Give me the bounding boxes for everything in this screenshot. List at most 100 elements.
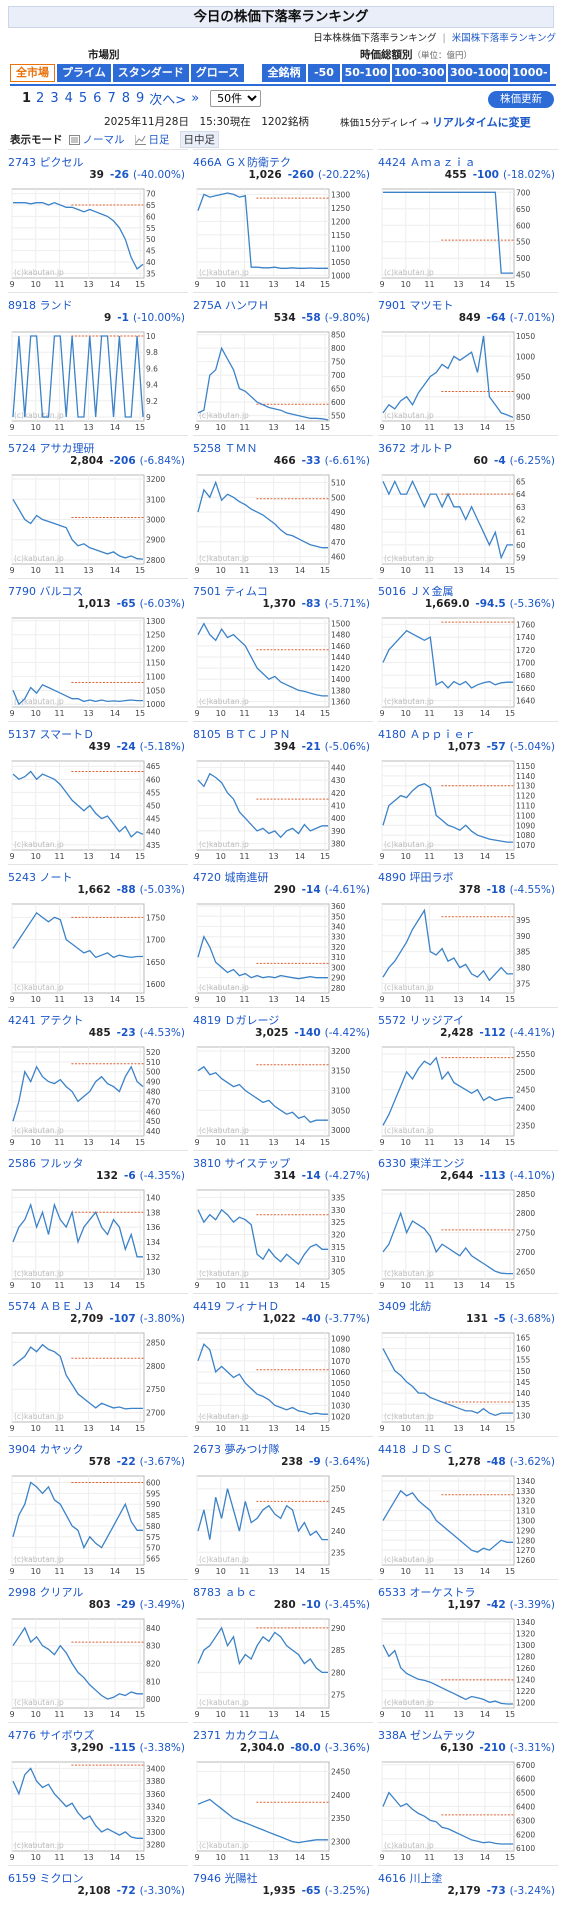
stock-code-link[interactable]: 3904 [8, 1443, 36, 1455]
stock-code-link[interactable]: 3409 [378, 1300, 406, 1312]
stock-code-link[interactable]: 5243 [8, 871, 36, 883]
stock-code-link[interactable]: 4180 [378, 728, 406, 740]
stock-name-link[interactable]: Ｄガレージ [221, 1014, 280, 1026]
stock-code-link[interactable]: 4418 [378, 1443, 406, 1455]
stock-code-link[interactable]: 4424 [378, 156, 406, 168]
market-filter-button[interactable]: スタンダード [112, 64, 189, 82]
stock-name-link[interactable]: 北紡 [406, 1300, 432, 1312]
stock-code-link[interactable]: 7901 [378, 299, 406, 311]
mode-normal-button[interactable]: ノーマル [68, 132, 125, 147]
stock-name-link[interactable]: リッジアイ [406, 1014, 464, 1026]
stock-code-link[interactable]: 5258 [193, 442, 221, 454]
stock-code-link[interactable]: 6533 [378, 1586, 406, 1598]
stock-name-link[interactable]: ランド [36, 299, 73, 311]
stock-name-link[interactable]: ティムコ [221, 585, 268, 597]
cap-filter-button[interactable]: 100-300 [392, 64, 446, 82]
stock-name-link[interactable]: 東洋エンジ [406, 1157, 465, 1169]
stock-name-link[interactable]: 夢みつけ隊 [221, 1443, 280, 1455]
stock-code-link[interactable]: 466A [193, 156, 222, 168]
page-link[interactable]: 5 [78, 91, 88, 106]
cap-filter-button[interactable]: 300-1000 [448, 64, 508, 82]
stock-code-link[interactable]: 7501 [193, 585, 221, 597]
per-page-select[interactable]: 50件 [210, 90, 262, 107]
page-link[interactable]: 8 [121, 91, 131, 106]
stock-name-link[interactable]: ＪＸ金属 [406, 585, 454, 597]
stock-name-link[interactable]: スマートＤ [36, 728, 95, 740]
intraday-chart[interactable]: 9 10 11 13 14 1510701080109011001110112011301… [378, 757, 548, 861]
stock-code-link[interactable]: 2371 [193, 1729, 221, 1741]
stock-code-link[interactable]: 338A [378, 1729, 407, 1741]
page-link[interactable]: 4 [64, 91, 73, 106]
stock-name-link[interactable]: カヤック [36, 1443, 84, 1455]
stock-name-link[interactable]: オーケストラ [406, 1586, 476, 1598]
stock-code-link[interactable]: 8783 [193, 1586, 221, 1598]
stock-code-link[interactable]: 275A [193, 299, 222, 311]
cap-filter-button[interactable]: 1000- [510, 64, 550, 82]
stock-name-link[interactable]: 城南進研 [221, 871, 269, 883]
stock-name-link[interactable]: アテクト [36, 1014, 84, 1026]
cap-filter-button[interactable]: 全銘柄 [262, 64, 306, 82]
stock-code-link[interactable]: 4241 [8, 1014, 36, 1026]
stock-name-link[interactable]: 坪田ラボ [406, 871, 454, 883]
stock-name-link[interactable]: 川上塗 [406, 1872, 443, 1884]
stock-name-link[interactable]: フィナＨＤ [221, 1300, 280, 1312]
stock-name-link[interactable]: ａｂｃ [221, 1586, 258, 1598]
stock-name-link[interactable]: フルッタ [36, 1157, 84, 1169]
page-link[interactable]: 9 [136, 91, 145, 106]
stock-code-link[interactable]: 8918 [8, 299, 36, 311]
stock-name-link[interactable]: ＪＤＳＣ [406, 1443, 454, 1455]
stock-code-link[interactable]: 4419 [193, 1300, 221, 1312]
stock-name-link[interactable]: オルトＰ [406, 442, 454, 454]
stock-name-link[interactable]: ＢＴＣＪＰＮ [221, 728, 291, 740]
stock-code-link[interactable]: 6330 [378, 1157, 406, 1169]
cap-filter-button[interactable]: 50-100 [342, 64, 390, 82]
stock-name-link[interactable]: ゼンムテック [406, 1729, 476, 1741]
stock-name-link[interactable]: ミクロン [36, 1872, 84, 1884]
stock-code-link[interactable]: 4819 [193, 1014, 221, 1026]
stock-name-link[interactable]: クリアル [36, 1586, 84, 1598]
stock-code-link[interactable]: 4616 [378, 1872, 406, 1884]
stock-name-link[interactable]: アサカ理研 [36, 442, 95, 454]
realtime-link[interactable]: リアルタイムに変更 [431, 116, 531, 129]
last-page-link[interactable]: » [191, 91, 200, 106]
stock-code-link[interactable]: 2673 [193, 1443, 221, 1455]
stock-code-link[interactable]: 5016 [378, 585, 406, 597]
stock-code-link[interactable]: 2998 [8, 1586, 36, 1598]
page-link[interactable]: 3 [50, 91, 59, 106]
stock-code-link[interactable]: 5572 [378, 1014, 406, 1026]
stock-name-link[interactable]: サイボウズ [36, 1729, 95, 1741]
stock-name-link[interactable]: サイステップ [221, 1157, 291, 1169]
page-link[interactable]: 7 [107, 91, 116, 106]
stock-name-link[interactable]: カカクコム [221, 1729, 280, 1741]
intraday-chart[interactable]: 9 10 11 13 14 1512601270128012901300131013201… [378, 1472, 548, 1576]
page-link[interactable]: 2 [36, 91, 45, 106]
stock-code-link[interactable]: 7946 [193, 1872, 221, 1884]
stock-code-link[interactable]: 4720 [193, 871, 221, 883]
intraday-chart[interactable]: 9 10 11 13 14 15 235 240 245 250 (c)kabutan.jp [193, 1472, 363, 1576]
stock-code-link[interactable]: 5724 [8, 442, 36, 454]
stock-name-link[interactable]: 光陽社 [221, 1872, 258, 1884]
stock-name-link[interactable]: バルコス [36, 585, 84, 597]
